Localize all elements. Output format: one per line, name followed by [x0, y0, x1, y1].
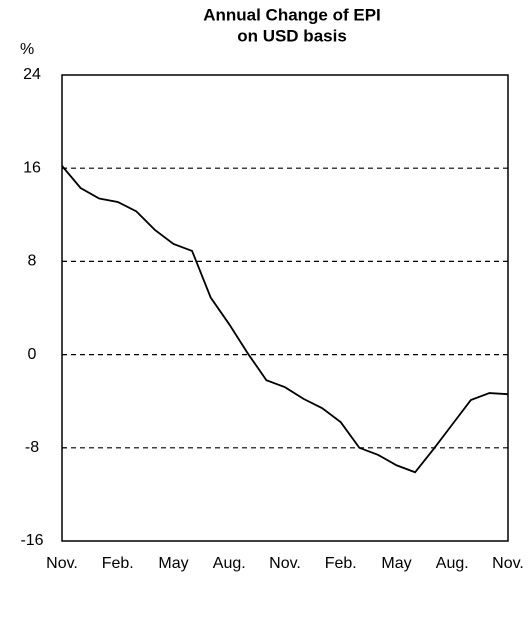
x-tick-label: May: [381, 555, 411, 572]
x-tick-label: Feb.: [102, 555, 134, 572]
y-tick-label: -16: [20, 532, 43, 549]
y-axis-label: %: [20, 41, 34, 58]
x-tick-label: Nov.: [492, 555, 524, 572]
y-tick-label: 0: [28, 346, 37, 363]
chart-title: on USD basis: [237, 26, 347, 45]
x-tick-label: Nov.: [46, 555, 78, 572]
x-tick-label: Aug.: [436, 555, 469, 572]
y-tick-label: 16: [23, 159, 41, 176]
y-tick-label: 24: [23, 66, 41, 83]
x-tick-label: Nov.: [269, 555, 301, 572]
line-series: [61, 165, 509, 474]
x-tick-label: Feb.: [325, 555, 357, 572]
x-tick-label: May: [158, 555, 188, 572]
plot-frame: [61, 74, 509, 542]
y-tick-label: 8: [28, 253, 37, 270]
chart-title: Annual Change of EPI: [203, 5, 381, 24]
x-tick-label: Aug.: [213, 555, 246, 572]
y-tick-label: -8: [25, 439, 39, 456]
